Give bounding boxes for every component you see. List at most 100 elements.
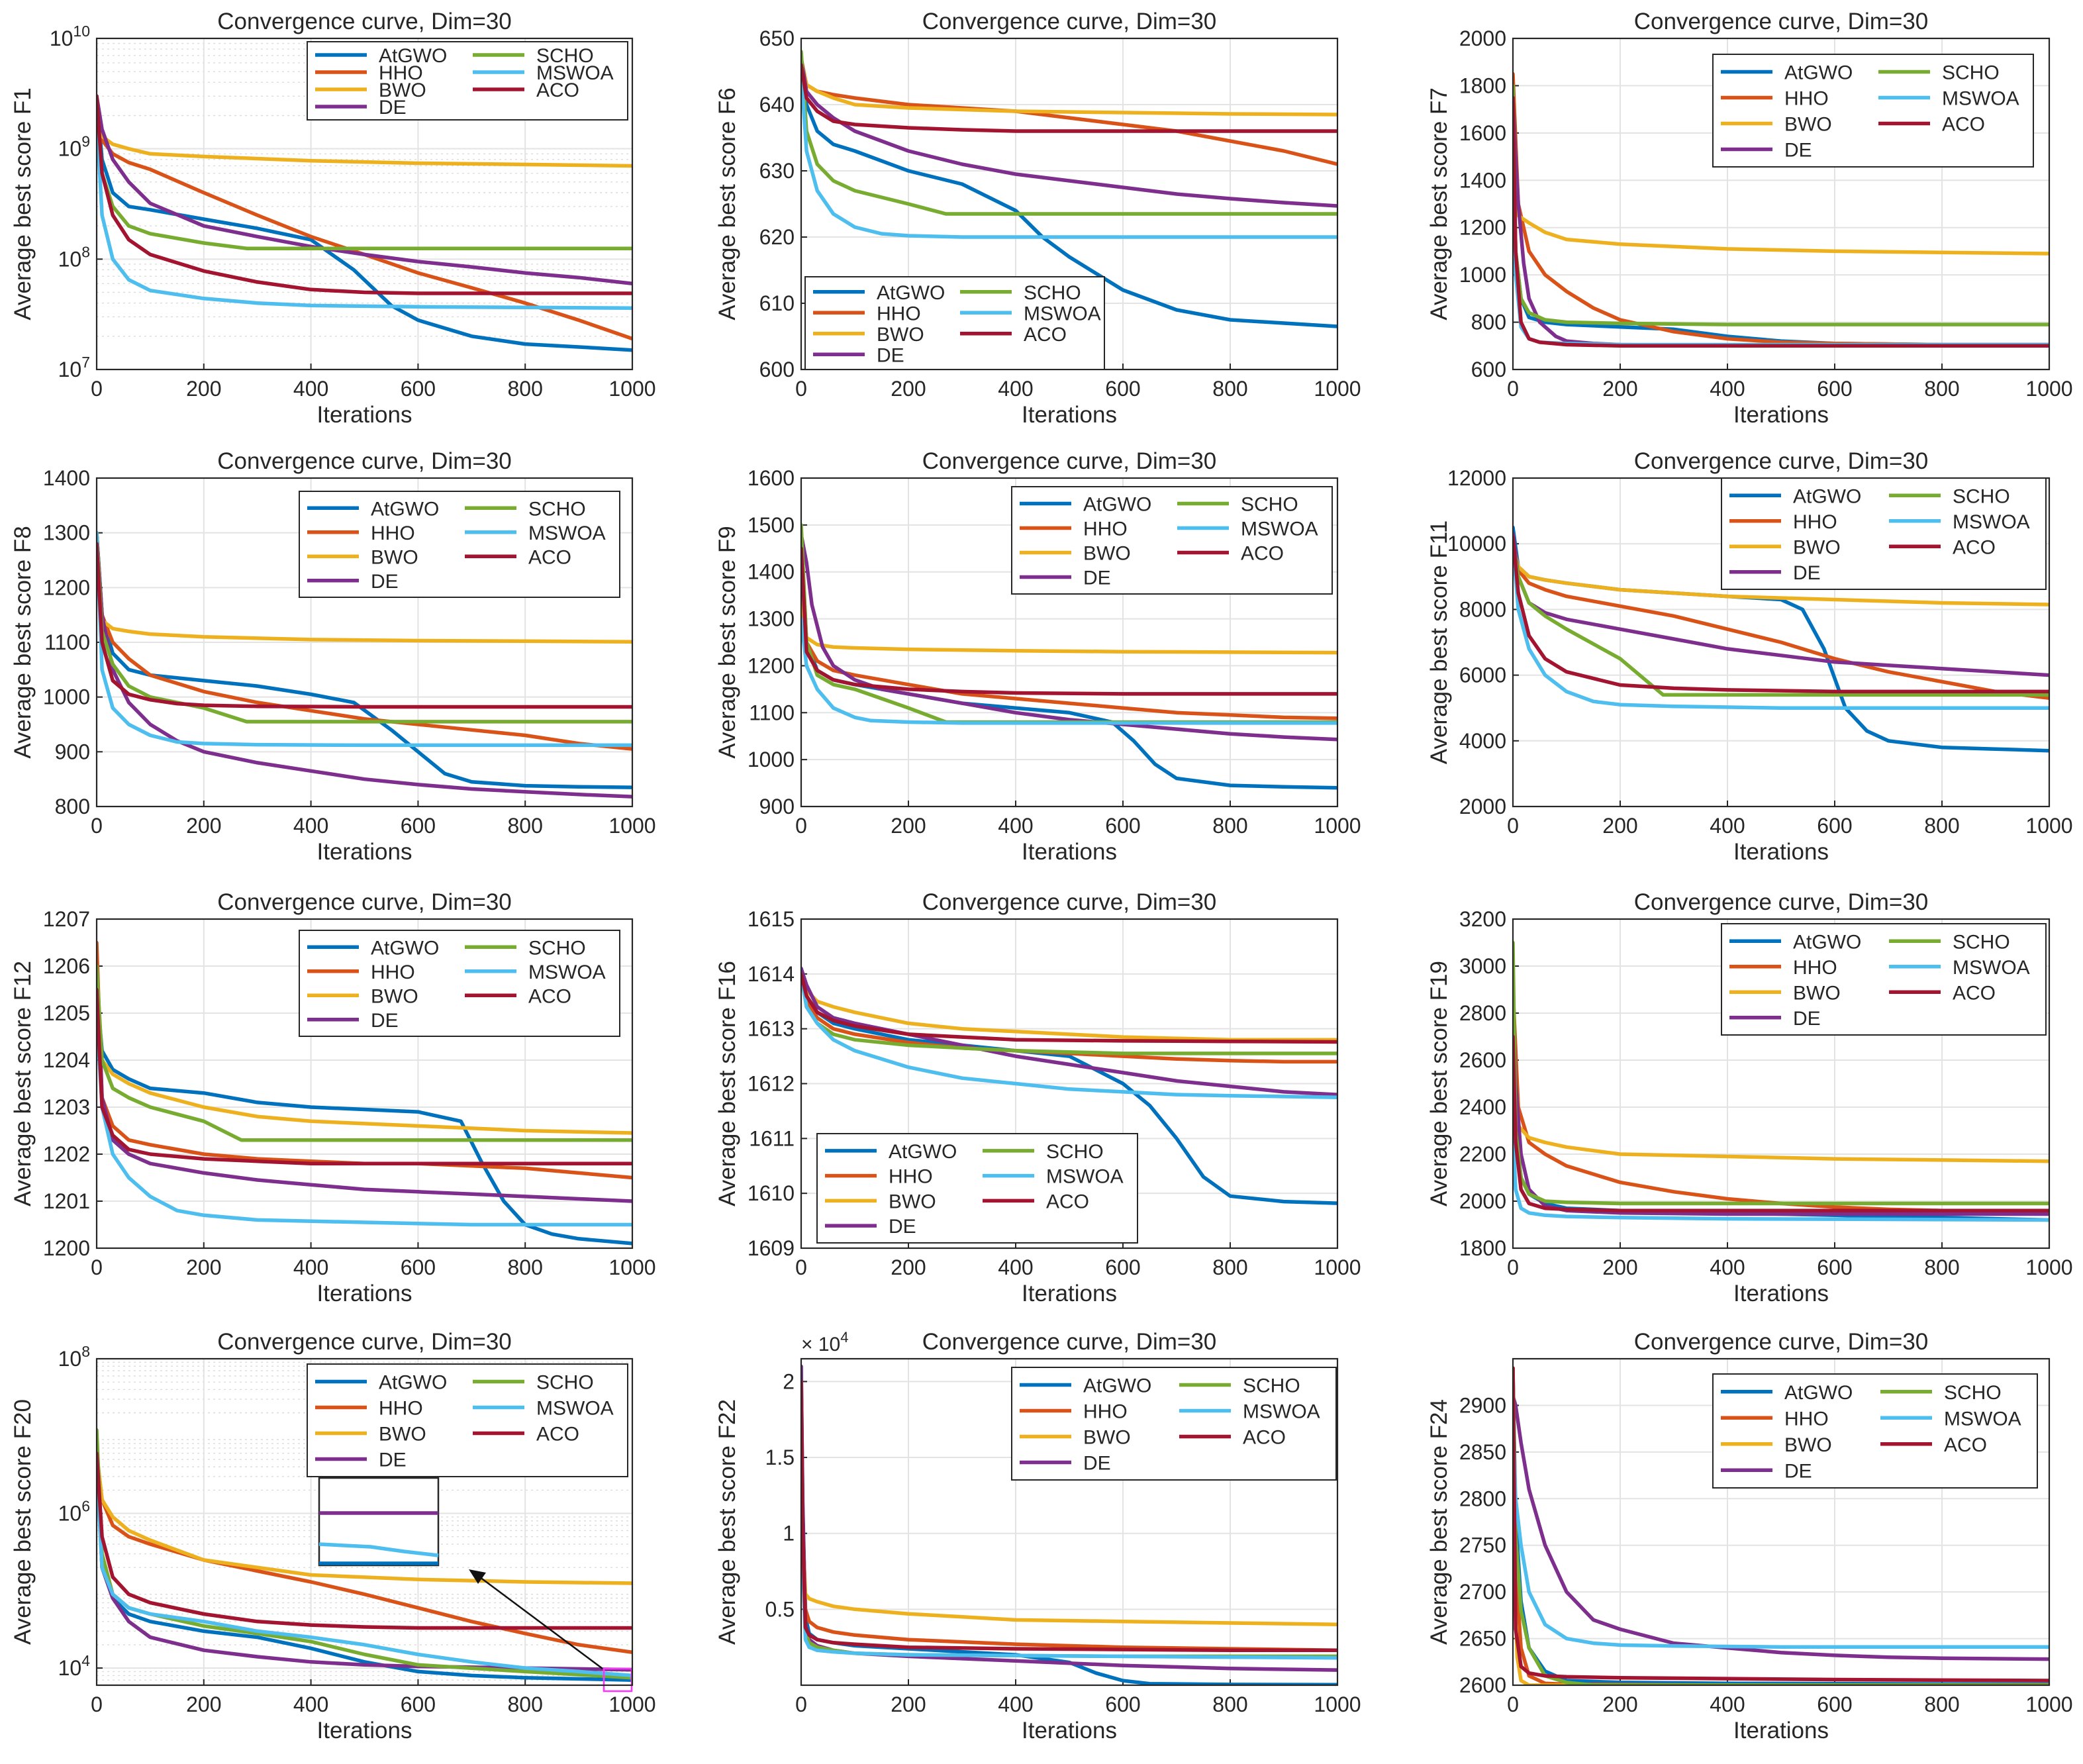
series-lines <box>801 50 1337 328</box>
x-tick-label: 1000 <box>2025 377 2072 401</box>
x-tick-label: 0 <box>91 377 103 401</box>
legend-label: SCHO <box>1241 494 1298 516</box>
legend-item-scho: SCHO <box>1880 1382 2002 1404</box>
legend-label: BWO <box>1083 1427 1131 1449</box>
legend-item-aco: ACO <box>983 1191 1089 1212</box>
series-lines <box>97 530 632 799</box>
x-tick-label: 1000 <box>1314 1692 1361 1716</box>
y-tick-label: 900 <box>55 740 90 763</box>
legend-label: BWO <box>1793 982 1841 1004</box>
x-tick-label: 1000 <box>608 1692 655 1716</box>
legend-item-scho: SCHO <box>473 1372 594 1394</box>
legend-item-mswoa: MSWOA <box>1889 511 2030 533</box>
x-tick-label: 400 <box>998 1255 1033 1279</box>
legend-label: BWO <box>379 1424 426 1446</box>
x-tick-label: 600 <box>401 377 436 401</box>
y-tick-label: 1204 <box>43 1048 90 1072</box>
panel-f24: 0 200 400 600 800 1000 2600 2650 2700 2750 2800 285… <box>1426 1329 2073 1743</box>
legend-item-mswoa: MSWOA <box>1177 518 1318 540</box>
x-axis-label: Iterations <box>1022 1718 1117 1743</box>
x-tick-label: 200 <box>186 377 221 401</box>
panel-f19: 0 200 400 600 800 1000 1800 2000 2200 2400 2600 280… <box>1426 889 2073 1306</box>
legend-label: MSWOA <box>528 522 606 544</box>
legend-label: MSWOA <box>528 961 606 983</box>
legend-item-aco: ACO <box>465 985 571 1007</box>
y-tick-label: 1203 <box>43 1095 90 1119</box>
legend-label: SCHO <box>528 937 586 959</box>
x-tick-label: 400 <box>293 1692 328 1716</box>
legend-item-de: DE <box>1729 562 1821 584</box>
inset-line-mswoa <box>318 1542 439 1557</box>
y-tick-label: 2900 <box>1459 1393 1506 1417</box>
legend-label: AtGWO <box>877 282 945 304</box>
x-tick-label: 400 <box>998 1692 1033 1716</box>
y-tick-label: 2650 <box>1459 1627 1506 1651</box>
legend-label: DE <box>1784 140 1812 162</box>
series-line-bwo <box>97 1451 632 1585</box>
legend-label: ACO <box>1942 114 1985 136</box>
legend-label: HHO <box>379 62 423 84</box>
legend-item-atgwo: AtGWO <box>1020 494 1151 516</box>
x-tick-label: 800 <box>508 1255 543 1279</box>
y-tick-label: 104 <box>58 1652 91 1680</box>
panel-title: Convergence curve, Dim=30 <box>217 889 512 915</box>
legend-label: ACO <box>528 985 571 1007</box>
series-line-bwo <box>97 558 632 644</box>
series-line-aco <box>801 972 1337 1044</box>
panel-title: Convergence curve, Dim=30 <box>217 448 512 474</box>
panel-title: Convergence curve, Dim=30 <box>1634 9 1929 34</box>
x-tick-label: 200 <box>891 1255 926 1279</box>
x-axis-label: Iterations <box>317 1281 412 1306</box>
y-tick-label: 1400 <box>43 466 90 490</box>
legend: AtGWO SCHO HHO MSWOA BWO ACO DE <box>307 1363 628 1477</box>
y-tick-label: 2600 <box>1459 1048 1506 1072</box>
legend-label: BWO <box>1784 1434 1832 1456</box>
legend-item-aco: ACO <box>473 79 579 101</box>
x-tick-label: 1000 <box>608 1255 655 1279</box>
series-line-de <box>97 94 632 286</box>
x-tick-label: 600 <box>1817 1692 1852 1716</box>
legend-label: HHO <box>1083 518 1128 540</box>
legend-label: HHO <box>877 303 921 324</box>
x-tick-label: 400 <box>998 814 1033 838</box>
legend-item-mswoa: MSWOA <box>960 303 1101 324</box>
legend-item-mswoa: MSWOA <box>1878 88 2019 110</box>
y-tick-label: 1600 <box>1459 121 1506 145</box>
y-axis-label: Average best score F22 <box>714 1399 740 1645</box>
y-axis-label: Average best score F9 <box>714 526 740 759</box>
legend-label: DE <box>371 1010 399 1032</box>
legend-label: DE <box>1793 562 1821 584</box>
axes-box <box>800 918 1339 1250</box>
panel-f22: 0 200 400 600 800 1000 0.5 1 1.5 2× 104 Convergenc… <box>714 1329 1361 1743</box>
y-tick-label: 1400 <box>748 560 795 584</box>
legend-label: SCHO <box>536 45 594 67</box>
x-tick-label: 400 <box>1710 814 1745 838</box>
legend-label: BWO <box>371 985 418 1007</box>
x-tick-label: 1000 <box>608 814 655 838</box>
legend-label: MSWOA <box>1024 303 1101 324</box>
legend-label: DE <box>1793 1008 1821 1030</box>
x-tick-label: 1000 <box>2025 1692 2072 1716</box>
legend-label: BWO <box>1793 536 1841 558</box>
legend: AtGWO SCHO HHO MSWOA BWO ACO DE <box>1721 477 2047 590</box>
series-line-de <box>801 56 1337 208</box>
legend-item-scho: SCHO <box>983 1141 1104 1163</box>
legend-item-scho: SCHO <box>1889 485 2010 507</box>
series-line-mswoa <box>97 1011 632 1227</box>
y-tick-label: 2 <box>783 1369 795 1393</box>
legend-label: SCHO <box>528 498 586 520</box>
axes-box <box>95 1357 634 1687</box>
series-line-aco <box>1513 1366 2049 1683</box>
legend-label: DE <box>371 571 399 593</box>
axes-box <box>1512 918 2051 1250</box>
series-lines <box>801 1364 1337 1685</box>
series-line-aco <box>801 63 1337 133</box>
y-tick-label: 107 <box>58 354 90 381</box>
y-tick-label: 109 <box>58 133 90 161</box>
legend: AtGWO SCHO HHO MSWOA BWO ACO DE <box>1011 486 1333 595</box>
legend-label: MSWOA <box>536 1398 614 1420</box>
legend-label: DE <box>877 344 904 366</box>
legend-label: BWO <box>371 546 418 568</box>
legend-item-de: DE <box>1020 567 1111 589</box>
